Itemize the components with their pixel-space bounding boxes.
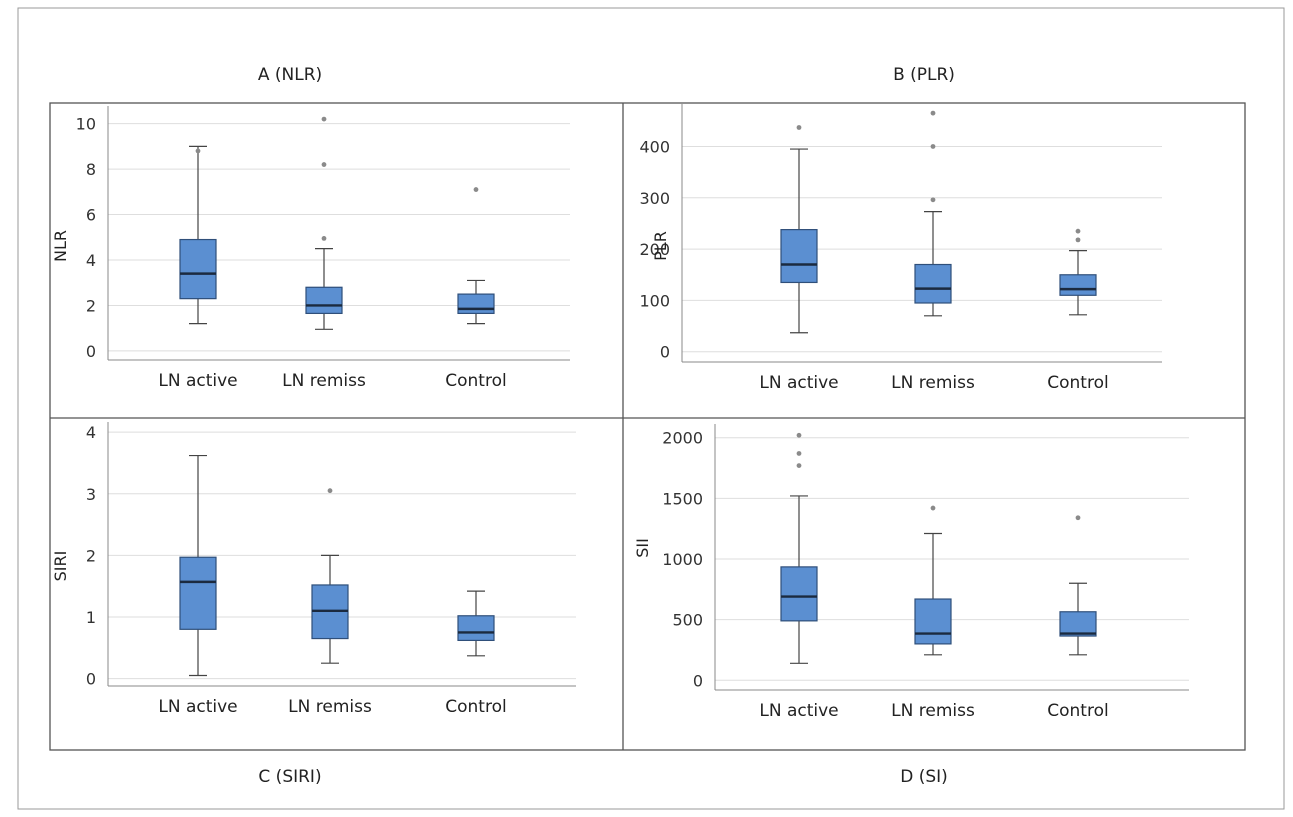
y-tick-label: 1 <box>86 608 96 627</box>
box-ln-active <box>780 125 818 334</box>
y-tick-label: 8 <box>86 160 96 179</box>
outlier-point <box>473 187 479 192</box>
outlier-point <box>321 116 327 122</box>
outlier-point <box>930 144 936 149</box>
y-tick-label: 4 <box>86 251 96 270</box>
box-control <box>457 187 495 325</box>
category-label: Control <box>445 371 506 391</box>
box-ln-remiss <box>305 116 343 330</box>
box-iqr <box>457 615 495 642</box>
box-iqr <box>1059 274 1097 296</box>
outlier-point <box>327 488 333 494</box>
box-iqr <box>1059 611 1097 637</box>
category-label: LN active <box>759 701 838 721</box>
category-label: Control <box>1047 373 1108 393</box>
category-label: Control <box>445 697 506 717</box>
y-tick-label: 1500 <box>662 489 703 508</box>
outlier-point <box>796 432 802 438</box>
outlier-point <box>1075 237 1081 243</box>
y-axis-label: SIRI <box>51 551 70 582</box>
box-iqr <box>179 556 217 630</box>
outlier-point <box>930 110 936 116</box>
y-axis-label: SII <box>633 538 652 558</box>
y-tick-label: 2 <box>86 296 96 315</box>
box-iqr <box>780 229 818 284</box>
box-iqr <box>457 293 495 315</box>
box-control <box>1059 228 1097 316</box>
outlier-point <box>796 125 802 130</box>
box-ln-active <box>179 145 217 325</box>
category-label: LN active <box>759 373 838 393</box>
box-iqr <box>305 286 343 315</box>
outlier-point <box>321 162 327 167</box>
category-label: LN active <box>158 371 237 391</box>
y-tick-label: 6 <box>86 206 96 225</box>
y-axis-label: NLR <box>51 230 70 262</box>
y-tick-label: 3 <box>86 485 96 504</box>
plot-panel-4: 0 500 1000 1500 2000 SII LN active LN remiss Con… <box>633 424 1189 721</box>
box-ln-active <box>179 454 217 677</box>
y-tick-label: 2 <box>86 546 96 565</box>
y-tick-label: 0 <box>660 343 670 362</box>
y-tick-label: 100 <box>639 291 670 310</box>
outlier-point <box>796 463 802 469</box>
y-axis-label: PLR <box>651 231 670 261</box>
outlier-point <box>930 197 936 203</box>
plot-panel-1: 0 2 4 6 8 10 NLR LN active LN remiss Control <box>51 106 570 391</box>
box-ln-remiss <box>311 488 349 664</box>
outlier-point <box>1075 515 1081 521</box>
box-control <box>457 590 495 657</box>
y-tick-label: 1000 <box>662 550 703 569</box>
y-tick-label: 200 <box>639 240 670 259</box>
outlier-point <box>796 451 802 456</box>
category-label: LN remiss <box>288 697 372 717</box>
y-tick-label: 4 <box>86 423 96 442</box>
y-tick-label: 10 <box>76 115 96 134</box>
category-label: LN remiss <box>891 701 975 721</box>
y-tick-label: 300 <box>639 189 670 208</box>
outlier-point <box>1075 228 1081 234</box>
outlier-point <box>930 505 936 511</box>
plot-panel-2: 0 100 200 300 400 PLR LN active LN remiss Contro… <box>639 104 1162 393</box>
box-ln-remiss <box>914 505 952 656</box>
panel-title-a: A (NLR) <box>258 65 322 85</box>
y-tick-label: 0 <box>86 342 96 361</box>
category-label: Control <box>1047 701 1108 721</box>
panel-title-b: B (PLR) <box>893 65 955 85</box>
y-tick-label: 0 <box>86 670 96 689</box>
panel-title-c: C (SIRI) <box>258 767 321 787</box>
box-ln-active <box>780 432 818 664</box>
plot-panel-3: 0 1 2 3 4 SIRI LN active LN remiss Control <box>51 422 576 717</box>
category-label: LN active <box>158 697 237 717</box>
box-iqr <box>914 598 952 645</box>
y-tick-label: 500 <box>672 611 703 630</box>
y-tick-label: 2000 <box>662 429 703 448</box>
y-tick-label: 0 <box>693 671 703 690</box>
box-iqr <box>914 263 952 304</box>
box-iqr <box>179 238 217 300</box>
category-label: LN remiss <box>282 371 366 391</box>
box-control <box>1059 515 1097 656</box>
panels-frame <box>49 102 1246 751</box>
outlier-point <box>321 236 327 241</box>
outer-frame <box>17 7 1285 810</box>
outlier-point <box>195 148 201 154</box>
y-tick-label: 400 <box>639 137 670 156</box>
box-ln-remiss <box>914 110 952 317</box>
box-iqr <box>780 566 818 622</box>
category-label: LN remiss <box>891 373 975 393</box>
panel-title-d: D (SI) <box>900 767 948 787</box>
